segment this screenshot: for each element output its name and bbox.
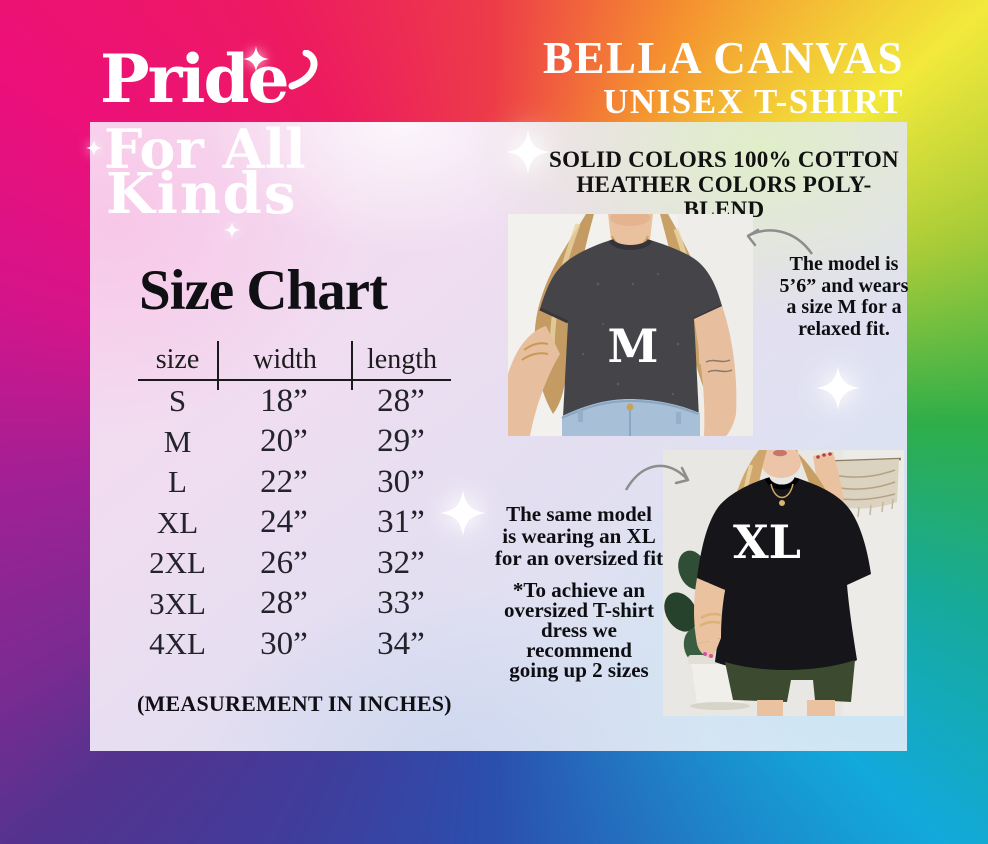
table-cell: 3XL — [149, 585, 206, 621]
table-cell: 2XL — [149, 545, 206, 581]
table-cell: 32” — [377, 544, 425, 581]
curved-arrow-to-xl-photo-icon — [624, 464, 690, 491]
table-cell: S — [168, 383, 187, 419]
table-cell: L — [168, 464, 187, 500]
table-cell: 22” — [260, 463, 308, 500]
brand-subtitle: UNISEX T-SHIRT — [603, 82, 904, 121]
table-cell: 34” — [377, 625, 425, 662]
table-cell: 33” — [377, 585, 425, 622]
materials-note: SOLID COLORS 100% COTTON HEATHER COLORS … — [540, 147, 908, 222]
sparkle-icon — [86, 140, 102, 156]
header-divider-tick — [351, 381, 353, 390]
sparkle-icon — [224, 222, 240, 238]
table-row: M 20” 29” — [138, 422, 451, 463]
table-cell: 29” — [377, 423, 425, 460]
table-row: 2XL 26” 32” — [138, 543, 451, 584]
oversized-tip-note: *To achieve an oversized T-shirt dress w… — [504, 578, 654, 682]
table-cell: 30” — [377, 463, 425, 500]
header-divider-tick — [217, 381, 219, 390]
table-cell: 4XL — [149, 626, 206, 662]
table-cell: 31” — [377, 504, 425, 541]
curved-arrow-to-m-photo-icon — [746, 228, 814, 255]
table-row: S 18” 28” — [138, 381, 451, 422]
table-cell: 24” — [260, 504, 308, 541]
sparkle-icon — [243, 46, 269, 72]
size-table: size width length S 18” 28” M 20” 29” L … — [138, 341, 451, 665]
model-note-m: The model is 5’6” and wears a size M for… — [779, 253, 909, 340]
table-row: XL 24” 31” — [138, 503, 451, 544]
brand-block: BELLA CANVAS UNISEX T-SHIRT — [542, 33, 904, 121]
sparkle-icon — [440, 490, 486, 536]
model-note-xl: The same model is wearing an XL for an o… — [494, 502, 664, 570]
table-cell: 20” — [260, 423, 308, 460]
column-header-length: length — [351, 341, 451, 379]
column-header-width: width — [217, 341, 351, 379]
sparkle-icon — [816, 366, 860, 410]
size-chart-title: Size Chart — [139, 259, 388, 322]
table-cell: 18” — [260, 382, 308, 419]
logo-line-kinds: Kinds — [106, 161, 298, 227]
table-cell: 28” — [260, 585, 308, 622]
model-photo-xl: XL — [663, 450, 904, 716]
table-cell: 30” — [260, 625, 308, 662]
model-photo-m: M — [508, 214, 753, 436]
table-row: 3XL 28” 33” — [138, 584, 451, 625]
table-cell: XL — [156, 504, 199, 540]
materials-line1: SOLID COLORS 100% COTTON — [549, 147, 899, 172]
table-row: L 22” 30” — [138, 462, 451, 503]
brand-title: BELLA CANVAS — [542, 33, 904, 83]
column-header-size: size — [155, 344, 200, 375]
logo-line-for-all: For All — [104, 117, 306, 181]
table-cell: M — [163, 423, 192, 459]
logo-swash-ornament — [288, 50, 318, 90]
table-cell: 28” — [377, 382, 425, 419]
size-table-header: size width length — [138, 341, 451, 381]
table-row: 4XL 30” 34” — [138, 624, 451, 665]
size-label-m: M — [608, 319, 659, 373]
sparkle-icon — [506, 130, 550, 174]
table-cell: 26” — [260, 544, 308, 581]
size-label-xl: XL — [733, 515, 801, 569]
measurement-footnote: (MEASUREMENT IN INCHES) — [137, 691, 452, 716]
